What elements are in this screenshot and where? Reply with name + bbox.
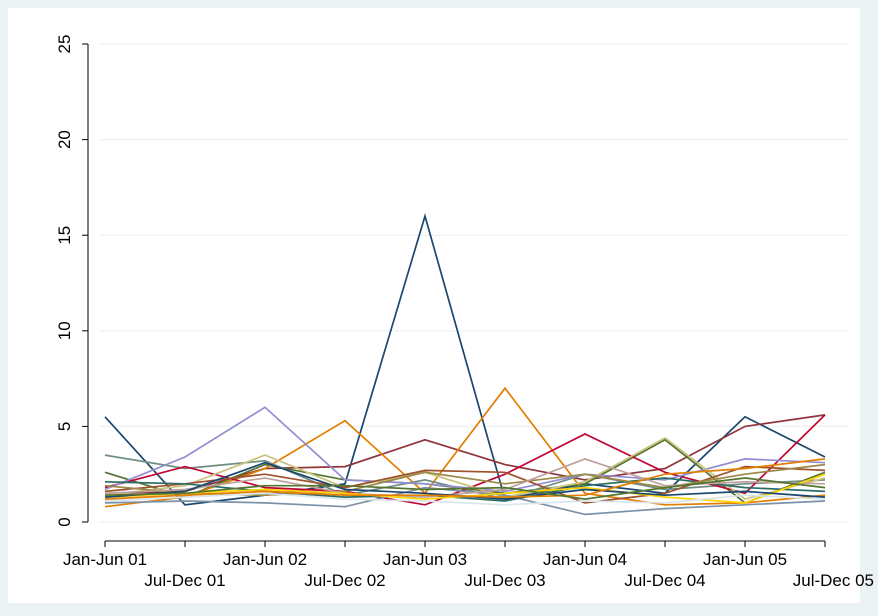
x-tick-label: Jul-Dec 03 bbox=[464, 571, 545, 590]
x-tick-label: Jul-Dec 01 bbox=[144, 571, 225, 590]
x-tick-label: Jul-Dec 05 bbox=[793, 571, 874, 590]
y-tick-label: 20 bbox=[55, 130, 74, 149]
series-line-18 bbox=[104, 477, 826, 500]
axes: 0 5 10 15 20 25 Jan-Jun 01 Jul-Dec 01 Jan-Jun 02… bbox=[55, 35, 874, 590]
x-tick-label: Jan-Jun 03 bbox=[383, 550, 467, 569]
series-line-8 bbox=[104, 436, 826, 501]
y-tick-label: 15 bbox=[55, 226, 74, 245]
x-tick-label: Jul-Dec 04 bbox=[624, 571, 705, 590]
y-tick-label: 5 bbox=[55, 422, 74, 431]
series-line-13 bbox=[104, 457, 826, 498]
y-tick-label: 10 bbox=[55, 321, 74, 340]
x-tick-label: Jul-Dec 02 bbox=[304, 571, 385, 590]
series-line-9 bbox=[104, 465, 826, 504]
series-lines bbox=[104, 213, 826, 516]
series-line-10 bbox=[104, 486, 826, 516]
gridlines bbox=[100, 43, 848, 523]
series-line-4 bbox=[104, 386, 826, 508]
x-tick-label: Jan-Jun 02 bbox=[223, 550, 307, 569]
y-tick-label: 25 bbox=[55, 35, 74, 54]
y-tick-label: 0 bbox=[55, 517, 74, 526]
plot-background bbox=[8, 8, 860, 603]
series-line-17 bbox=[104, 458, 826, 500]
series-line-1 bbox=[104, 213, 826, 506]
series-line-15 bbox=[104, 492, 826, 506]
x-tick-label: Jan-Jun 05 bbox=[703, 550, 787, 569]
series-line-12 bbox=[104, 463, 826, 497]
x-tick-label: Jan-Jun 01 bbox=[63, 550, 147, 569]
x-tick-label: Jan-Jun 04 bbox=[543, 550, 627, 569]
